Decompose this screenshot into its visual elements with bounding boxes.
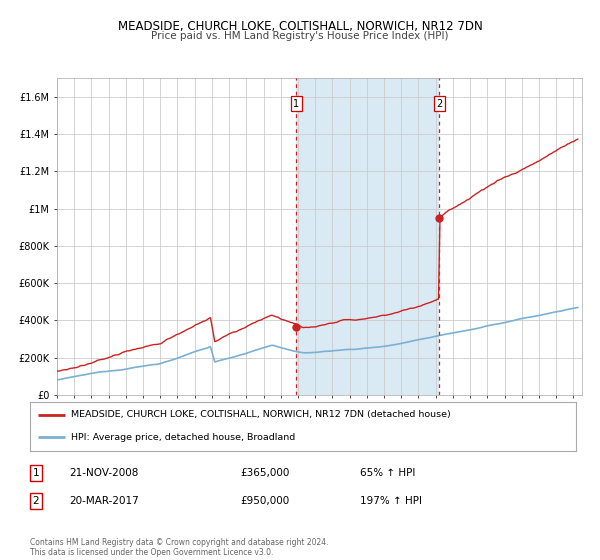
Text: 1: 1 — [32, 468, 40, 478]
Text: £365,000: £365,000 — [240, 468, 289, 478]
Text: MEADSIDE, CHURCH LOKE, COLTISHALL, NORWICH, NR12 7DN (detached house): MEADSIDE, CHURCH LOKE, COLTISHALL, NORWI… — [71, 410, 451, 419]
Text: MEADSIDE, CHURCH LOKE, COLTISHALL, NORWICH, NR12 7DN: MEADSIDE, CHURCH LOKE, COLTISHALL, NORWI… — [118, 20, 482, 32]
Text: 2: 2 — [436, 99, 443, 109]
Text: 20-MAR-2017: 20-MAR-2017 — [69, 496, 139, 506]
Text: HPI: Average price, detached house, Broadland: HPI: Average price, detached house, Broa… — [71, 433, 295, 442]
Text: 21-NOV-2008: 21-NOV-2008 — [69, 468, 139, 478]
Text: £950,000: £950,000 — [240, 496, 289, 506]
Text: 1: 1 — [293, 99, 299, 109]
Text: 65% ↑ HPI: 65% ↑ HPI — [360, 468, 415, 478]
Text: 197% ↑ HPI: 197% ↑ HPI — [360, 496, 422, 506]
Bar — [296, 78, 439, 395]
Text: 2: 2 — [32, 496, 40, 506]
Text: Contains HM Land Registry data © Crown copyright and database right 2024.
This d: Contains HM Land Registry data © Crown c… — [30, 538, 329, 557]
Text: Price paid vs. HM Land Registry's House Price Index (HPI): Price paid vs. HM Land Registry's House … — [151, 31, 449, 41]
